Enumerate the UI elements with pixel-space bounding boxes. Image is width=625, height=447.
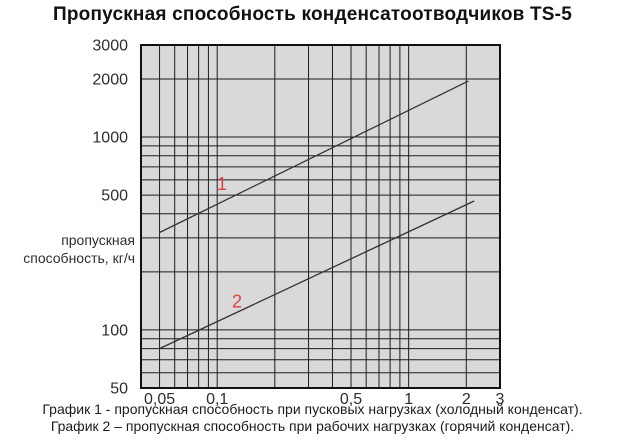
x-tick-label-3: 3	[496, 391, 505, 408]
plot-border	[140, 44, 501, 389]
series-label-2: 2	[232, 292, 242, 312]
x-tick-label-1: 1	[404, 391, 413, 408]
x-tick-label-2: 2	[462, 391, 471, 408]
series-line-1	[159, 80, 469, 234]
y-tick-label-500: 500	[101, 188, 128, 205]
y-axis-title: пропускная способность, кг/ч	[23, 232, 135, 266]
y-tick-label-1000: 1000	[92, 130, 128, 147]
plot-area	[141, 45, 500, 388]
y-tick-label-3000: 3000	[92, 38, 128, 55]
y-tick-label-50: 50	[110, 381, 128, 398]
series-line-2	[159, 200, 475, 350]
y-tick-label-2000: 2000	[92, 71, 128, 88]
x-tick-label-0,5: 0,5	[340, 391, 362, 408]
caption-grafik-1: График 1 - пропускная способность при пу…	[42, 401, 583, 417]
y-tick-label-100: 100	[101, 322, 128, 339]
x-tick-label-0,05: 0,05	[144, 391, 175, 408]
chart-title: Пропускная способность конденсатоотводчи…	[53, 4, 572, 25]
series-label-1: 1	[217, 174, 227, 194]
x-tick-label-0,1: 0,1	[206, 391, 228, 408]
caption-grafik-2: График 2 – пропускная способность при ра…	[50, 418, 575, 434]
